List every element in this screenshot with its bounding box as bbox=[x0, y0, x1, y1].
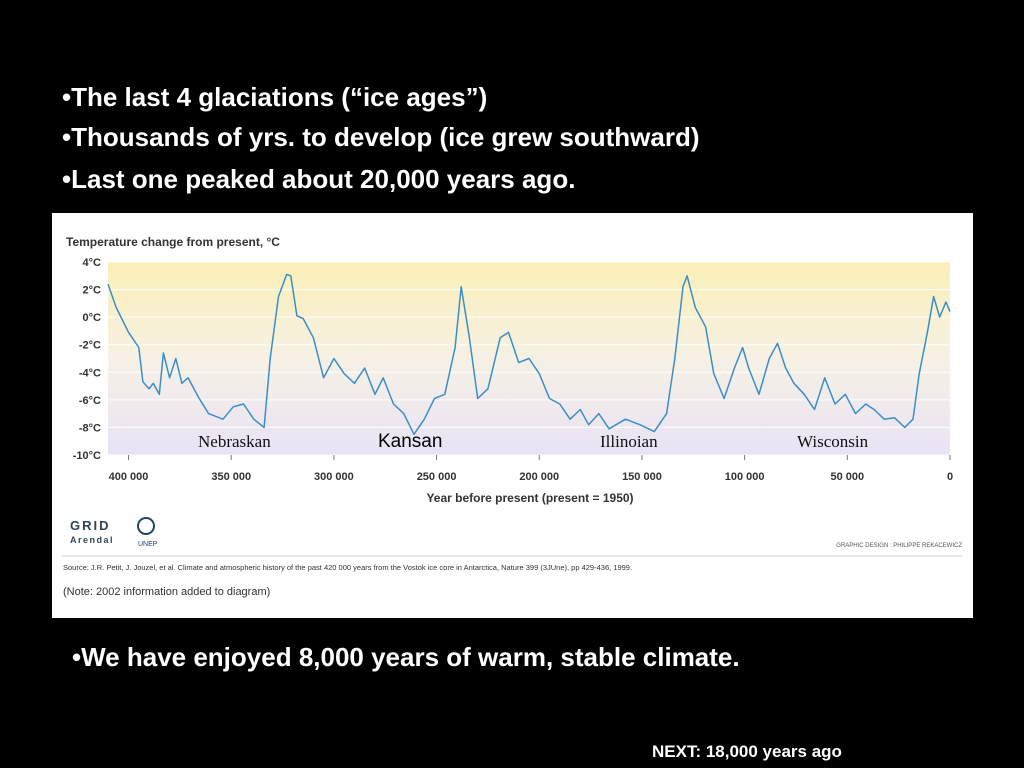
bullet: •The last 4 glaciations (“ice ages”) bbox=[62, 82, 487, 112]
x-tick-label: 300 000 bbox=[314, 471, 354, 483]
x-tick-label: 100 000 bbox=[725, 471, 765, 483]
y-tick-label: -10°C bbox=[73, 450, 101, 462]
x-tick-label: 50 000 bbox=[830, 471, 864, 483]
y-tick-label: -2°C bbox=[79, 340, 101, 352]
credit: GRAPHIC DESIGN : PHILIPPE REKACEWICZ bbox=[836, 543, 962, 549]
chart-title: Temperature change from present, °C bbox=[66, 235, 280, 249]
x-axis-label: Year before present (present = 1950) bbox=[426, 491, 633, 505]
x-tick-label: 400 000 bbox=[109, 471, 149, 483]
source: Source: J.R. Petit, J. Jouzel, et al. Cl… bbox=[63, 563, 632, 572]
logo: GRID bbox=[70, 518, 111, 533]
y-tick-label: -8°C bbox=[79, 422, 101, 434]
annotation: Wisconsin bbox=[797, 432, 869, 451]
logo-sub: Arendal bbox=[70, 535, 114, 545]
y-tick-label: -4°C bbox=[79, 367, 101, 379]
annotation: Nebraskan bbox=[198, 432, 271, 451]
x-tick-label: 200 000 bbox=[519, 471, 559, 483]
x-tick-label: 150 000 bbox=[622, 471, 662, 483]
logo2: UNEP bbox=[138, 541, 158, 548]
note: (Note: 2002 information added to diagram… bbox=[63, 586, 270, 598]
x-tick-label: 0 bbox=[947, 471, 953, 483]
y-tick-label: 4°C bbox=[83, 257, 102, 269]
unep-icon bbox=[137, 517, 155, 535]
x-tick-label: 350 000 bbox=[211, 471, 251, 483]
annotation: Kansan bbox=[378, 431, 442, 452]
x-tick-label: 250 000 bbox=[417, 471, 457, 483]
bullet: •We have enjoyed 8,000 years of warm, st… bbox=[72, 642, 740, 672]
bullet: •Last one peaked about 20,000 years ago. bbox=[62, 164, 575, 194]
bullet: •Thousands of yrs. to develop (ice grew … bbox=[62, 122, 700, 152]
y-tick-label: 2°C bbox=[83, 285, 102, 297]
annotation: Illinoian bbox=[600, 432, 658, 451]
y-tick-label: 0°C bbox=[83, 312, 102, 324]
next-label: NEXT: 18,000 years ago bbox=[652, 742, 842, 761]
temperature-line bbox=[107, 273, 951, 436]
y-tick-label: -6°C bbox=[79, 395, 101, 407]
